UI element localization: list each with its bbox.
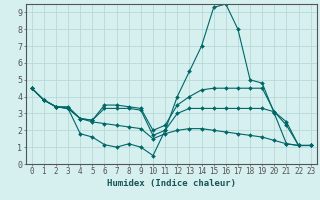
X-axis label: Humidex (Indice chaleur): Humidex (Indice chaleur) (107, 179, 236, 188)
